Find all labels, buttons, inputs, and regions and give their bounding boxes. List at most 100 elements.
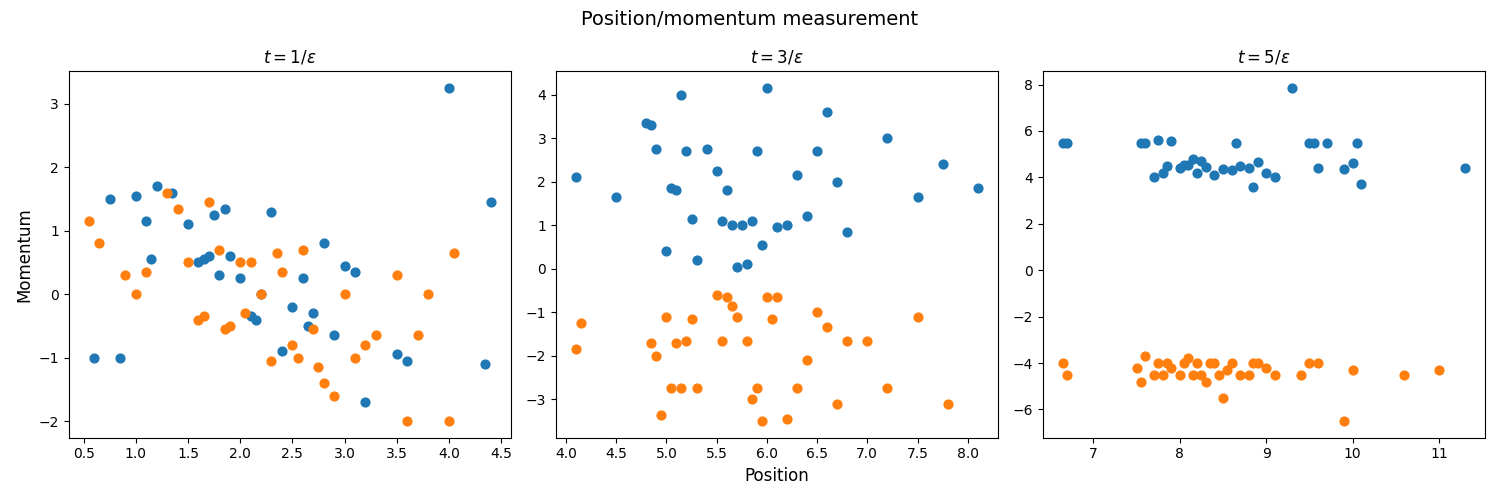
Point [654,248,678,256]
Point [1155,162,1179,170]
X-axis label: Position: Position [744,467,810,485]
Point [564,345,588,353]
Point [1238,164,1262,172]
Point [333,262,357,270]
Point [754,84,778,92]
Point [354,341,378,349]
Point [714,186,738,194]
Point [1228,370,1252,378]
Point [1220,166,1244,174]
Point [270,348,294,356]
Point [140,256,164,264]
Point [660,184,684,192]
Point [1172,359,1196,367]
Point [675,336,699,344]
Point [806,308,830,316]
Point [750,417,774,425]
Point [1348,180,1372,188]
Point [1298,138,1322,146]
Point [302,325,326,333]
Point [1203,359,1227,367]
Point [76,217,101,225]
Point [1288,370,1312,378]
Point [1150,370,1174,378]
Point [714,293,738,301]
Point [1306,359,1330,367]
Point [1203,171,1227,179]
Point [186,316,210,324]
Point [1190,157,1214,165]
Point [98,195,122,203]
Point [364,332,388,340]
Point [416,290,440,298]
Point [1263,174,1287,182]
Point [280,303,304,311]
Point [836,228,860,235]
Point [312,379,336,387]
Point [144,182,168,190]
Title: $t = 1/\varepsilon$: $t = 1/\varepsilon$ [262,49,316,67]
Point [442,249,466,257]
Point [664,186,688,194]
Point [306,363,330,371]
Point [1180,370,1204,378]
Point [1215,366,1239,374]
Point [876,134,900,142]
Point [729,221,753,229]
Point [1302,138,1326,146]
Point [1198,359,1222,367]
Point [765,293,789,301]
Point [1224,138,1248,146]
Text: Position/momentum measurement: Position/momentum measurement [582,10,918,29]
Point [1254,168,1278,176]
Point [765,224,789,232]
Point [1210,165,1234,173]
Point [710,217,734,225]
Point [1142,370,1166,378]
Point [114,271,138,279]
Point [165,204,189,212]
Point [1426,366,1450,374]
Point [740,396,764,404]
Point [1125,364,1149,372]
Point [936,400,960,407]
Point [654,312,678,320]
Point [1206,370,1230,378]
Point [680,214,703,222]
Point [1130,378,1154,386]
Point [207,271,231,279]
Point [1160,138,1184,145]
Point [1228,162,1252,170]
Point [1245,158,1269,166]
Point [1146,136,1170,144]
Point [135,217,159,225]
Point [1341,160,1365,168]
Point [196,252,220,260]
Point [1176,160,1200,168]
Point [213,204,237,212]
Point [260,208,284,216]
Point [806,147,830,155]
Point [750,240,774,248]
Y-axis label: Momentum: Momentum [15,207,33,302]
Point [735,336,759,344]
Point [1130,138,1154,146]
Point [228,258,252,266]
Point [1194,163,1218,171]
Point [669,90,693,98]
Point [784,384,808,392]
Point [564,173,588,181]
Point [135,268,159,276]
Point [384,271,408,279]
Point [906,193,930,201]
Point [285,354,309,362]
Point [322,332,346,340]
Point [710,336,734,344]
Point [160,188,184,196]
Point [280,341,304,349]
Point [405,332,429,340]
Point [720,221,744,229]
Point [207,246,231,254]
Point [1254,364,1278,372]
Point [1176,354,1200,362]
